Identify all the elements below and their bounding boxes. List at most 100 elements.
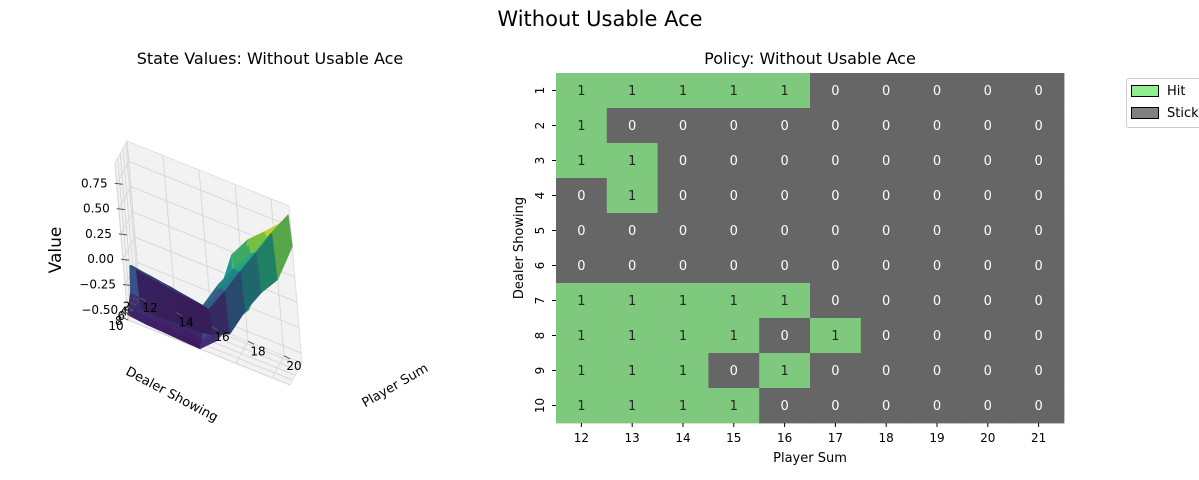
heatmap-cell-label: 0 (933, 259, 941, 274)
heatmap-cell (860, 108, 912, 144)
heatmap-cell (911, 248, 963, 284)
heatmap-cell-label: 0 (628, 119, 636, 134)
heatmap-cell (657, 388, 709, 424)
heatmap-cell (1013, 108, 1065, 144)
heatmap-cell-label: 0 (984, 154, 992, 169)
heatmap-cell (810, 388, 862, 424)
heatmap-cell (606, 108, 658, 144)
heatmap-cell (708, 388, 760, 424)
policy-heatmap-panel: Policy: Without Usable Ace 1 1 1 1 1 0 0 0 0 01 0 0… (512, 49, 1065, 466)
heatmap-cell (911, 143, 963, 179)
surface-y-tick (132, 296, 139, 301)
heatmap-cell (759, 108, 811, 144)
heatmap-x-tick-label: 20 (980, 431, 995, 445)
legend-item-hit: Hit (1131, 83, 1185, 99)
surface-y-tick-label: 4 (120, 304, 128, 318)
heatmap-cell-label: 0 (984, 294, 992, 309)
heatmap-cell (860, 353, 912, 389)
surface-y-tick (121, 316, 129, 321)
heatmap-cell-label: 1 (577, 154, 585, 169)
surface-y-tick-label: 2 (123, 299, 131, 313)
heatmap-cell (606, 73, 658, 109)
surface-x-tick (211, 326, 219, 331)
legend-item-stick: Stick (1131, 105, 1199, 121)
heatmap-cell-label: 0 (984, 224, 992, 239)
heatmap-cell-label: 0 (831, 84, 839, 99)
heatmap-x-tick-label: 14 (675, 431, 690, 445)
surface-z-tick (118, 233, 127, 236)
heatmap-cell-label: 0 (577, 224, 585, 239)
surface-y-gridline (114, 162, 291, 386)
heatmap-cell-label: 1 (780, 364, 788, 379)
heatmap-cell-label: 1 (577, 364, 585, 379)
heatmap-cell (962, 318, 1014, 354)
heatmap-cell-label: 0 (831, 259, 839, 274)
heatmap-cell-label: 0 (1034, 84, 1042, 99)
heatmap-cell-label: 0 (679, 189, 687, 204)
surface-z-tick (116, 208, 125, 211)
heatmap-cell (657, 318, 709, 354)
heatmap-cell-label: 1 (831, 329, 839, 344)
heatmap-cell-label: 1 (628, 189, 636, 204)
heatmap-cell-label: 0 (730, 259, 738, 274)
surface-x-tick-label: 14 (178, 315, 193, 329)
surface-x-tick (247, 340, 255, 345)
heatmap-cell (606, 213, 658, 249)
heatmap-cell (556, 283, 608, 319)
heatmap-cell-label: 0 (730, 364, 738, 379)
heatmap-cell (657, 213, 709, 249)
heatmap-y-tick-label: 1 (533, 87, 547, 95)
surface-x-tick-label: 12 (142, 301, 157, 315)
surface-face (271, 213, 293, 281)
heatmap-cell-label: 0 (831, 294, 839, 309)
heatmap-cell-label: 0 (780, 259, 788, 274)
heatmap-cell (556, 248, 608, 284)
heatmap-cell-label: 0 (780, 119, 788, 134)
heatmap-cell-label: 0 (984, 399, 992, 414)
heatmap-cell-label: 0 (730, 224, 738, 239)
heatmap-cell-label: 1 (730, 399, 738, 414)
heatmap-cell-label: 0 (628, 259, 636, 274)
figure-suptitle: Without Usable Ace (497, 7, 702, 31)
heatmap-cell (708, 108, 760, 144)
heatmap-cell (708, 283, 760, 319)
heatmap-cell (860, 213, 912, 249)
surface-z-tick (125, 309, 134, 312)
heatmap-cell (759, 283, 811, 319)
heatmap-cell (860, 248, 912, 284)
heatmap-cell-label: 0 (831, 399, 839, 414)
legend-label-stick: Stick (1167, 105, 1199, 121)
heatmap-cell-label: 0 (730, 119, 738, 134)
surface-y-tick (129, 301, 137, 306)
heatmap-cell (911, 213, 963, 249)
heatmap-cell-label: 0 (780, 329, 788, 344)
heatmap-cell-label: 0 (780, 224, 788, 239)
surface-z-tick-label: 0.50 (83, 202, 110, 216)
heatmap-cell-label: 1 (679, 294, 687, 309)
heatmap-cell (1013, 388, 1065, 424)
heatmap-cell-label: 0 (831, 119, 839, 134)
heatmap-cell (911, 108, 963, 144)
heatmap-cell (860, 318, 912, 354)
heatmap-cell (606, 353, 658, 389)
heatmap-cell-label: 0 (882, 329, 890, 344)
heatmap-cell-label: 0 (1034, 259, 1042, 274)
heatmap-cell-label: 0 (1034, 224, 1042, 239)
heatmap-cell (1013, 213, 1065, 249)
heatmap-cell-label: 1 (679, 329, 687, 344)
heatmap-cell (657, 108, 709, 144)
surface-x-tick-label: 20 (286, 359, 301, 373)
heatmap-cell (911, 388, 963, 424)
heatmap-cell (606, 248, 658, 284)
heatmap-cell-label: 0 (628, 224, 636, 239)
heatmap-cell-label: 0 (577, 189, 585, 204)
heatmap-cell-label: 1 (628, 84, 636, 99)
heatmap-cell-label: 0 (679, 154, 687, 169)
heatmap-cell-label: 0 (1034, 154, 1042, 169)
heatmap-cell (962, 178, 1014, 214)
heatmap-cell-label: 0 (882, 154, 890, 169)
surface-z-axis-label: Value (46, 227, 66, 274)
heatmap-cell (911, 283, 963, 319)
heatmap-cell-label: 1 (577, 84, 585, 99)
